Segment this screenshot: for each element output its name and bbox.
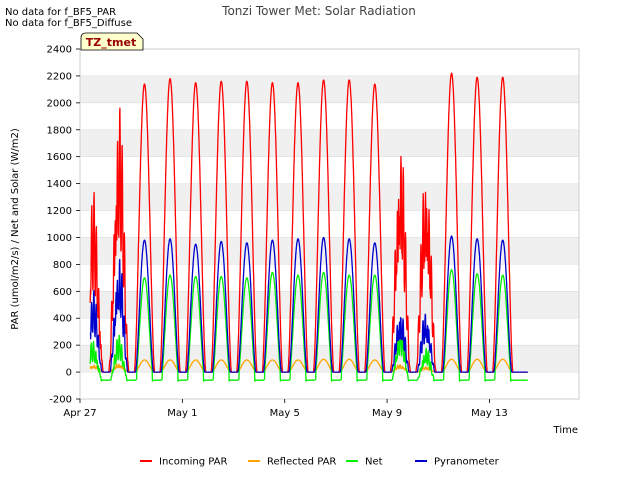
y-tick-label: 1400 bbox=[47, 179, 72, 190]
y-tick-label: 0 bbox=[66, 368, 72, 379]
plot-band bbox=[80, 75, 579, 103]
tz-badge-text: TZ_tmet bbox=[86, 36, 136, 49]
chart-title: Tonzi Tower Met: Solar Radiation bbox=[221, 4, 416, 18]
x-axis-label: Time bbox=[553, 425, 578, 436]
series-line-net bbox=[89, 269, 529, 382]
plot-background-bands bbox=[80, 75, 579, 373]
legend-label: Pyranometer bbox=[434, 457, 500, 468]
y-tick-label: 400 bbox=[53, 314, 72, 325]
y-axis-label: PAR (umol/m2/s) / Net and Solar (W/m2) bbox=[10, 128, 21, 330]
y-tick-label: 2400 bbox=[47, 45, 72, 56]
plot-band bbox=[80, 183, 579, 211]
no-data-note-par: No data for f_BF5_PAR bbox=[5, 7, 117, 18]
series-line-incoming-par bbox=[89, 72, 529, 373]
y-axis-ticks: -200 0 200 400 600 800 1000 1200 1400 1600 1800 200… bbox=[47, 45, 80, 406]
y-tick-label: 1800 bbox=[47, 125, 72, 136]
x-axis-ticks: Apr 27 May 1 May 5 May 9 May 13 bbox=[63, 399, 508, 419]
tz-badge: TZ_tmet bbox=[80, 32, 144, 51]
legend-label: Incoming PAR bbox=[159, 457, 228, 468]
y-tick-label: 1200 bbox=[47, 206, 72, 217]
x-tick-label: Apr 27 bbox=[63, 408, 96, 419]
y-tick-label: 800 bbox=[53, 260, 72, 271]
legend-label: Net bbox=[365, 457, 383, 468]
x-tick-label: May 9 bbox=[372, 408, 402, 419]
legend-label: Reflected PAR bbox=[267, 457, 336, 468]
tz-badge-box bbox=[80, 32, 144, 51]
x-tick-label: May 13 bbox=[471, 408, 508, 419]
plot-frame bbox=[79, 48, 580, 400]
y-tick-label: 1600 bbox=[47, 152, 72, 163]
legend: Incoming PAR Reflected PAR Net Pyranometer bbox=[140, 457, 500, 468]
plot-band bbox=[80, 129, 579, 157]
x-tick-label: May 1 bbox=[167, 408, 197, 419]
y-tick-label: 200 bbox=[53, 341, 72, 352]
y-tick-label: -200 bbox=[49, 395, 72, 406]
y-tick-label: 2000 bbox=[47, 98, 72, 109]
series-layer bbox=[89, 72, 529, 382]
no-data-note-diffuse: No data for f_BF5_Diffuse bbox=[5, 18, 132, 29]
series-line-pyranometer bbox=[89, 235, 529, 373]
y-tick-label: 1000 bbox=[47, 233, 72, 244]
x-tick-label: May 5 bbox=[270, 408, 300, 419]
y-tick-label: 2200 bbox=[47, 71, 72, 82]
y-tick-label: 600 bbox=[53, 287, 72, 298]
